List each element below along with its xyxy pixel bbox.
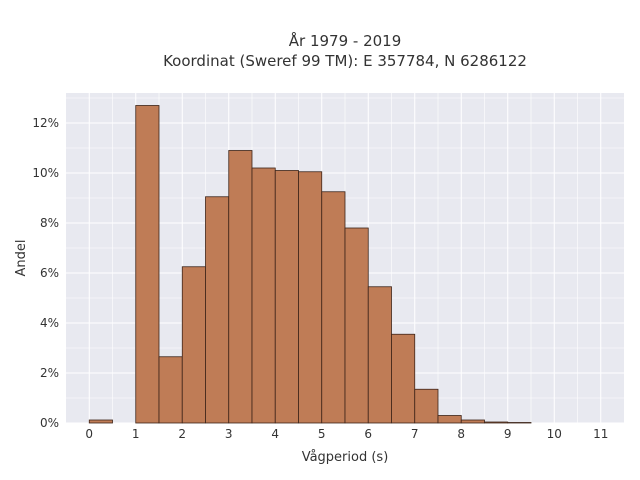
y-tick-label: 8% — [40, 216, 59, 230]
x-tick-label: 2 — [178, 427, 186, 441]
y-axis-ticks: 0% 2% 4% 6% 8% 10% 12% — [32, 116, 59, 430]
y-axis-label: Andel — [14, 240, 29, 277]
histogram-bar — [181, 266, 206, 424]
histogram-bar — [228, 150, 253, 424]
histogram-bar — [484, 421, 509, 424]
x-tick-label: 0 — [85, 427, 93, 441]
histogram-bar — [321, 191, 346, 424]
histogram-bar — [88, 419, 113, 424]
histogram-bar — [344, 227, 369, 424]
x-tick-label: 4 — [271, 427, 279, 441]
histogram-bar — [251, 167, 276, 424]
x-axis-label: Vågperiod (s) — [302, 450, 389, 465]
x-tick-label: 11 — [593, 427, 608, 441]
histogram-bar — [460, 419, 485, 424]
x-tick-label: 1 — [132, 427, 140, 441]
histogram-bar — [507, 422, 532, 424]
bars — [88, 105, 532, 424]
histogram-bar — [298, 171, 323, 424]
histogram-bar — [274, 170, 299, 424]
histogram-bar — [367, 286, 392, 424]
histogram-bar — [158, 356, 183, 424]
y-tick-label: 6% — [40, 266, 59, 280]
chart-subtitle: Koordinat (Sweref 99 TM): E 357784, N 62… — [163, 52, 527, 70]
histogram-bar — [391, 333, 416, 424]
x-tick-label: 10 — [547, 427, 562, 441]
x-tick-label: 6 — [364, 427, 372, 441]
x-tick-label: 3 — [225, 427, 233, 441]
x-tick-label: 7 — [411, 427, 419, 441]
histogram-bar — [135, 105, 160, 424]
x-tick-label: 8 — [457, 427, 465, 441]
histogram-bar — [437, 415, 462, 424]
y-tick-label: 10% — [32, 166, 59, 180]
y-tick-label: 4% — [40, 316, 59, 330]
histogram-bar — [414, 388, 439, 424]
x-axis-ticks: 0 1 2 3 4 5 6 7 8 9 10 11 — [85, 427, 608, 441]
histogram-bar — [205, 196, 230, 424]
y-tick-label: 2% — [40, 366, 59, 380]
y-tick-label: 0% — [40, 416, 59, 430]
x-tick-label: 9 — [504, 427, 512, 441]
y-tick-label: 12% — [32, 116, 59, 130]
x-tick-label: 5 — [318, 427, 326, 441]
chart-title: År 1979 - 2019 — [289, 31, 402, 50]
